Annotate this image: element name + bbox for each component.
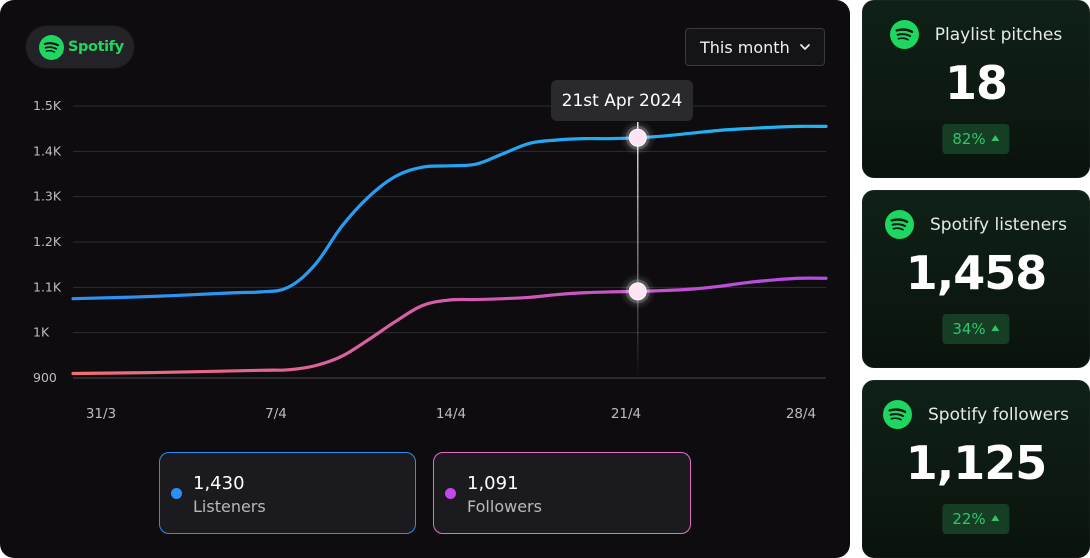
trend-up-icon xyxy=(991,135,1000,141)
trend-up-icon xyxy=(991,515,1000,521)
tooltip-date: 21st Apr 2024 xyxy=(561,90,683,111)
stat-change-badge: 82% xyxy=(942,124,1010,154)
y-tick-label: 1.1K xyxy=(33,279,62,294)
y-tick-label: 1.5K xyxy=(33,98,62,113)
legend-dot-listeners xyxy=(171,488,182,499)
highlight-point-followers[interactable] xyxy=(628,282,647,301)
stat-card-spotify-followers: Spotify followers 1,125 22% xyxy=(862,380,1090,558)
stat-change: 34% xyxy=(952,320,986,338)
x-tick-label: 21/4 xyxy=(611,406,641,422)
x-tick-label: 7/4 xyxy=(265,406,287,422)
x-tick-label: 14/4 xyxy=(436,406,466,422)
chart-tooltip: 21st Apr 2024 xyxy=(551,80,693,121)
chart-panel: 1.5K 1.4K 1.3K 1.2K 1.1K 1K 900 31/3 7/4 14/4 21/… xyxy=(0,0,850,558)
spotify-logo-icon xyxy=(883,400,913,429)
y-tick-label: 1.2K xyxy=(33,234,62,249)
chevron-down-icon xyxy=(800,44,810,50)
legend-value-listeners: 1,430 xyxy=(193,473,245,494)
stat-card-playlist-pitches: Playlist pitches 18 82% xyxy=(862,0,1090,178)
stat-title: Spotify followers xyxy=(928,404,1069,425)
line-chart: 1.5K 1.4K 1.3K 1.2K 1.1K 1K 900 31/3 7/4 14/4 21/… xyxy=(33,98,828,422)
legend-card-listeners[interactable]: 1,430 Listeners xyxy=(159,452,416,534)
stat-value: 18 xyxy=(944,56,1008,110)
y-tick-label: 1.3K xyxy=(33,189,62,204)
period-select[interactable]: This month xyxy=(685,28,825,66)
stat-title: Spotify listeners xyxy=(929,214,1068,235)
stat-value: 1,458 xyxy=(905,246,1048,300)
spotify-logo-icon xyxy=(884,210,914,239)
spotify-logo-icon xyxy=(889,20,919,49)
stat-card-spotify-listeners: Spotify listeners 1,458 34% xyxy=(862,190,1090,368)
trend-up-icon xyxy=(991,325,1000,331)
legend-value-followers: 1,091 xyxy=(467,473,519,494)
period-select-value: This month xyxy=(700,37,790,57)
legend-name-listeners: Listeners xyxy=(193,497,266,516)
brand-name: Spotify xyxy=(68,39,124,55)
x-tick-label: 28/4 xyxy=(786,406,816,422)
stat-change-badge: 34% xyxy=(942,314,1010,344)
stat-change-badge: 22% xyxy=(942,504,1010,534)
y-tick-label: 900 xyxy=(33,370,57,385)
spotify-logo-icon xyxy=(39,34,64,60)
legend-card-followers[interactable]: 1,091 Followers xyxy=(433,452,691,534)
stat-title: Playlist pitches xyxy=(934,24,1063,45)
series-line-followers xyxy=(71,276,828,376)
legend-dot-followers xyxy=(445,488,456,499)
highlight-point-listeners[interactable] xyxy=(628,128,647,147)
stat-value: 1,125 xyxy=(905,436,1048,490)
y-tick-label: 1.4K xyxy=(33,143,62,158)
stat-change: 22% xyxy=(952,510,986,528)
hover-cursor-line xyxy=(637,122,639,377)
y-tick-label: 1K xyxy=(33,325,50,340)
stat-change: 82% xyxy=(952,130,986,148)
series-line-listeners xyxy=(71,124,828,301)
legend-name-followers: Followers xyxy=(467,497,542,516)
x-tick-label: 31/3 xyxy=(86,406,116,422)
spotify-logo-badge: Spotify xyxy=(26,26,134,68)
